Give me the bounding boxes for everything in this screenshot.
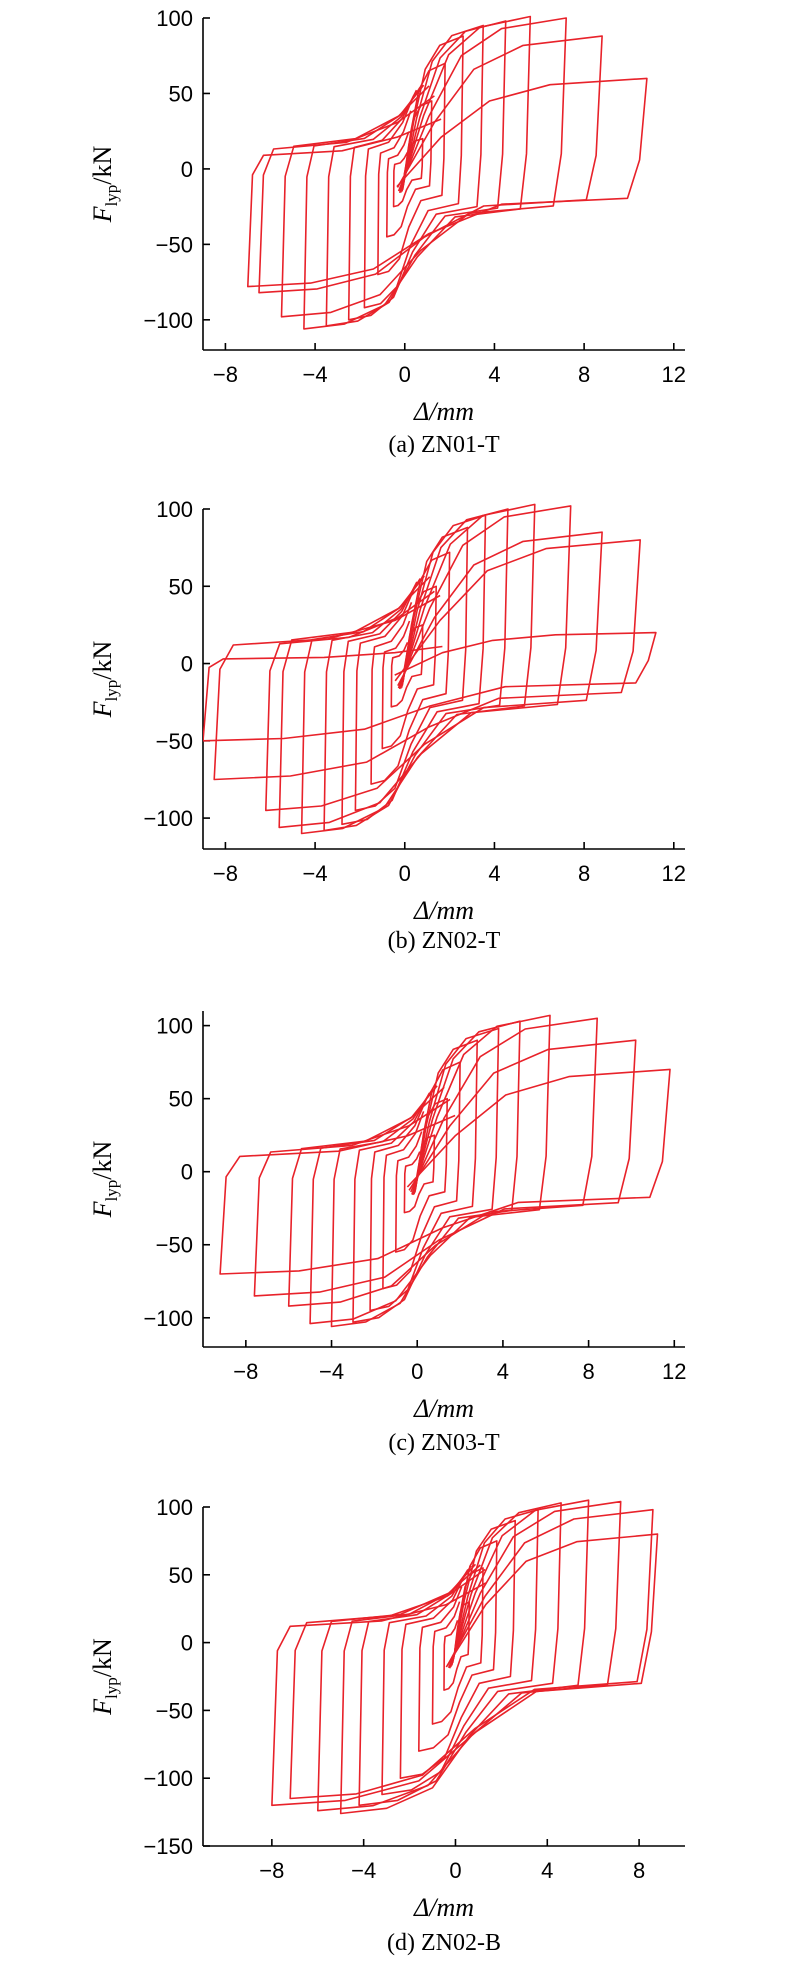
x-axis-label: Δ/mm	[413, 1394, 474, 1423]
y-tick-label: −100	[143, 1766, 193, 1791]
y-tick-label: −100	[143, 806, 193, 831]
hysteresis-loop	[300, 503, 536, 835]
y-tick-label: −50	[156, 729, 193, 754]
panel-caption: (a) ZN01-T	[388, 432, 500, 458]
panel-caption: (b) ZN02-T	[388, 928, 501, 954]
hysteresis-loop	[316, 1500, 622, 1812]
x-axis-label: Δ/mm	[413, 397, 474, 426]
x-tick-label: 4	[497, 1359, 509, 1384]
y-tick-label: 50	[169, 1087, 193, 1112]
y-axis-label: Flyp/kN	[88, 640, 121, 718]
hysteresis-loop	[264, 531, 603, 812]
y-tick-label: 100	[156, 1014, 193, 1039]
hysteresis-loop	[417, 1540, 498, 1752]
x-tick-label: 0	[449, 1858, 461, 1883]
y-tick-label: −50	[156, 232, 193, 257]
chart-panel-2: −8 −4 0 4 8 12 −100 −50 0 50 100 Δ/mm Flyp/kN (b) ZN0…	[88, 497, 686, 954]
hysteresis-loop	[381, 1508, 539, 1796]
x-tick-label: 8	[578, 861, 590, 886]
x-tick-label: −8	[259, 1858, 284, 1883]
hysteresis-loop	[325, 20, 507, 327]
hysteresis-loop	[203, 631, 657, 742]
panel-caption: (c) ZN03-T	[388, 1430, 500, 1456]
hysteresis-loop	[399, 1519, 517, 1779]
hysteresis-loop	[369, 1039, 479, 1312]
x-tick-label: 8	[633, 1858, 645, 1883]
x-tick-label: 0	[399, 362, 411, 387]
x-axis-label: Δ/mm	[413, 896, 474, 925]
hysteresis-loop	[354, 526, 469, 812]
hysteresis-loop	[303, 15, 532, 330]
x-tick-label: −8	[213, 861, 238, 886]
x-tick-label: 12	[662, 1359, 686, 1384]
x-tick-label: −4	[303, 861, 328, 886]
y-axis-label: Flyp/kN	[88, 1140, 121, 1218]
x-tick-label: −8	[233, 1359, 258, 1384]
x-tick-label: −8	[213, 362, 238, 387]
panel-caption: (d) ZN02-B	[387, 1930, 501, 1956]
y-tick-label: −50	[156, 1233, 193, 1258]
y-tick-label: 0	[181, 1631, 193, 1656]
x-tick-label: −4	[319, 1359, 344, 1384]
y-tick-label: 50	[169, 1563, 193, 1588]
x-tick-label: 8	[582, 1359, 594, 1384]
hysteresis-loop	[278, 505, 572, 829]
x-tick-label: 0	[411, 1359, 423, 1384]
y-tick-label: 0	[181, 652, 193, 677]
x-tick-label: −4	[351, 1858, 376, 1883]
x-tick-label: 4	[488, 861, 500, 886]
hysteresis-loop	[280, 17, 568, 318]
x-tick-label: 0	[399, 861, 411, 886]
hysteresis-loop	[370, 551, 451, 785]
hysteresis-loop	[358, 1502, 562, 1807]
y-tick-label: 50	[169, 574, 193, 599]
x-tick-label: 12	[662, 861, 686, 886]
hysteresis-loop	[377, 62, 446, 276]
hysteresis-loop	[341, 514, 487, 826]
hysteresis-loop	[323, 508, 509, 832]
chart-panel-4: −8 −4 0 4 8 −150 −100 −50 0 50 100 Δ/mm Flyp/kN (d) Z…	[88, 1495, 685, 1956]
y-tick-label: 0	[181, 157, 193, 182]
hysteresis-loop	[309, 1014, 551, 1325]
y-axis-label: Flyp/kN	[88, 1638, 121, 1716]
y-tick-label: 0	[181, 1160, 193, 1185]
hysteresis-loop	[213, 539, 642, 781]
x-tick-label: 4	[488, 362, 500, 387]
y-tick-label: −100	[143, 1306, 193, 1331]
y-tick-label: 100	[156, 497, 193, 522]
chart-panel-3: −8 −4 0 4 8 12 −100 −50 0 50 100 Δ/mm Flyp/kN (c) ZN0…	[88, 1011, 687, 1456]
y-tick-label: 100	[156, 6, 193, 31]
y-tick-label: 50	[169, 81, 193, 106]
y-tick-label: −100	[143, 308, 193, 333]
y-tick-label: 100	[156, 1495, 193, 1520]
x-tick-label: 4	[541, 1858, 553, 1883]
y-axis-label: Flyp/kN	[88, 145, 121, 223]
x-tick-label: 8	[578, 362, 590, 387]
hysteresis-loop	[247, 77, 648, 288]
hysteresis-loop	[330, 1020, 521, 1328]
hysteresis-loop	[219, 1068, 671, 1275]
y-tick-label: −150	[143, 1834, 193, 1859]
hysteresis-loop	[287, 1017, 599, 1307]
hysteresis-loop	[289, 1508, 654, 1800]
x-tick-label: 12	[662, 362, 686, 387]
x-tick-label: −4	[303, 362, 328, 387]
hysteresis-loop	[382, 1061, 461, 1290]
hysteresis-loop	[339, 1499, 590, 1815]
hysteresis-loop	[271, 1533, 659, 1807]
y-tick-label: −50	[156, 1698, 193, 1723]
hysteresis-loop	[253, 1039, 637, 1297]
chart-panel-1: −8 −4 0 4 8 12 −100 −50 0 50 100 Δ/mm Flyp/kN (a) ZN0…	[88, 6, 686, 458]
x-axis-label: Δ/mm	[413, 1893, 474, 1922]
